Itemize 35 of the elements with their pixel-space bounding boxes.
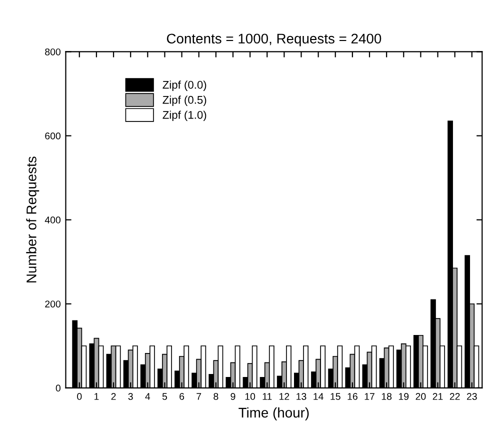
x-tick-label: 0 (77, 393, 82, 400)
y-tick-label: 0 (56, 384, 61, 392)
x-tick-label: 20 (416, 393, 426, 400)
x-tick-label: 6 (180, 393, 184, 400)
x-tick-label: 3 (128, 393, 133, 400)
y-axis-title: Number of Requests (26, 156, 40, 282)
x-tick-label: 23 (466, 393, 477, 400)
x-tick-label: 7 (196, 393, 202, 400)
x-tick-label: 1 (94, 393, 99, 400)
x-tick-label: 11 (262, 393, 272, 400)
x-tick-label: 13 (296, 393, 306, 400)
y-tick-label: 200 (45, 300, 61, 308)
legend-label: Zipf (0.0) (162, 80, 206, 91)
legend-label: Zipf (1.0) (162, 110, 206, 122)
x-tick-label: 10 (245, 393, 256, 400)
x-tick-label: 21 (432, 393, 443, 400)
x-tick-label: 12 (280, 393, 290, 400)
x-axis-title: Time (hour) (238, 407, 309, 420)
x-tick-label: 5 (162, 393, 168, 400)
y-tick-label: 800 (45, 48, 61, 56)
legend-label: Zipf (0.5) (162, 96, 206, 106)
x-tick-label: 2 (111, 393, 116, 400)
x-tick-label: 16 (348, 393, 358, 400)
chart-title: Contents = 1000, Requests = 2400 (166, 34, 382, 46)
x-tick-label: 18 (382, 393, 392, 400)
y-tick-label: 600 (45, 132, 61, 140)
x-tick-label: 17 (364, 393, 374, 400)
x-tick-label: 15 (330, 393, 340, 400)
x-tick-label: 4 (145, 393, 150, 400)
x-tick-label: 9 (230, 393, 236, 400)
x-tick-label: 22 (450, 393, 460, 400)
x-tick-label: 8 (214, 393, 218, 400)
x-tick-label: 19 (398, 393, 409, 400)
y-tick-label: 400 (44, 216, 61, 224)
x-tick-label: 14 (314, 393, 324, 400)
